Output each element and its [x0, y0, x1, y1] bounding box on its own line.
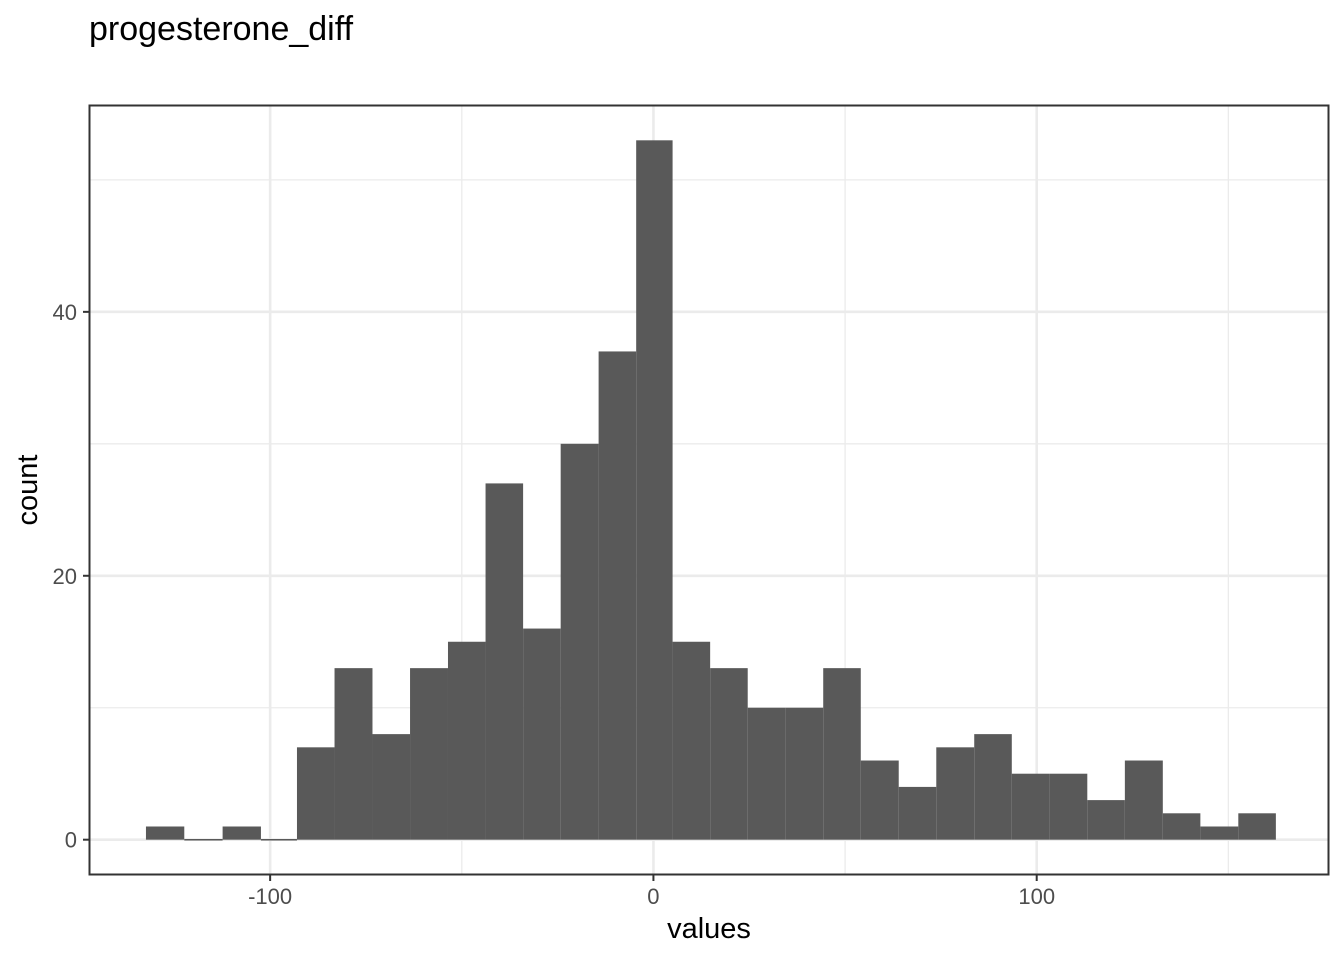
- histogram-bar: [1049, 773, 1088, 840]
- x-axis-title: values: [667, 913, 751, 945]
- histogram-bar: [898, 786, 937, 840]
- histogram-bar: [523, 628, 561, 840]
- histogram-bar: [860, 760, 899, 840]
- histogram-bar: [636, 140, 673, 840]
- histogram-bar: [1087, 800, 1125, 840]
- x-axis: -100 0 100: [248, 874, 1055, 909]
- histogram-bar: [296, 747, 335, 840]
- histogram-bar: [785, 707, 824, 840]
- histogram-bar: [710, 668, 748, 840]
- histogram-bar: [747, 707, 786, 840]
- chart-title: progesterone_diff: [89, 10, 354, 48]
- histogram-bar: [672, 641, 711, 840]
- x-tick-label: 100: [1018, 884, 1055, 909]
- y-axis: 0 20 40: [53, 300, 90, 853]
- x-tick-label: -100: [248, 884, 292, 909]
- histogram-bar: [974, 734, 1012, 840]
- histogram-bar: [1200, 826, 1239, 840]
- histogram-bar: [598, 351, 637, 840]
- histogram-bar: [1162, 813, 1201, 840]
- histogram-bar: [410, 668, 448, 840]
- y-tick-label: 40: [53, 300, 77, 325]
- histogram-bar: [447, 641, 486, 840]
- y-tick-label: 20: [53, 564, 77, 589]
- histogram-bar: [1238, 813, 1276, 840]
- x-tick-label: 0: [647, 884, 659, 909]
- histogram-bar: [823, 668, 861, 840]
- histogram-bar: [560, 443, 599, 840]
- histogram-bar: [936, 747, 975, 840]
- histogram-bar: [485, 483, 524, 840]
- y-tick-label: 0: [65, 828, 77, 853]
- histogram-bar: [222, 826, 261, 840]
- histogram-bars: [145, 140, 1276, 841]
- histogram-bar: [1011, 773, 1050, 840]
- histogram-bar: [145, 826, 185, 840]
- histogram-bar: [372, 734, 411, 840]
- histogram-bar: [1124, 760, 1163, 840]
- panel-border: [88, 104, 1330, 876]
- histogram-bar: [334, 668, 373, 840]
- y-axis-title: count: [12, 455, 44, 526]
